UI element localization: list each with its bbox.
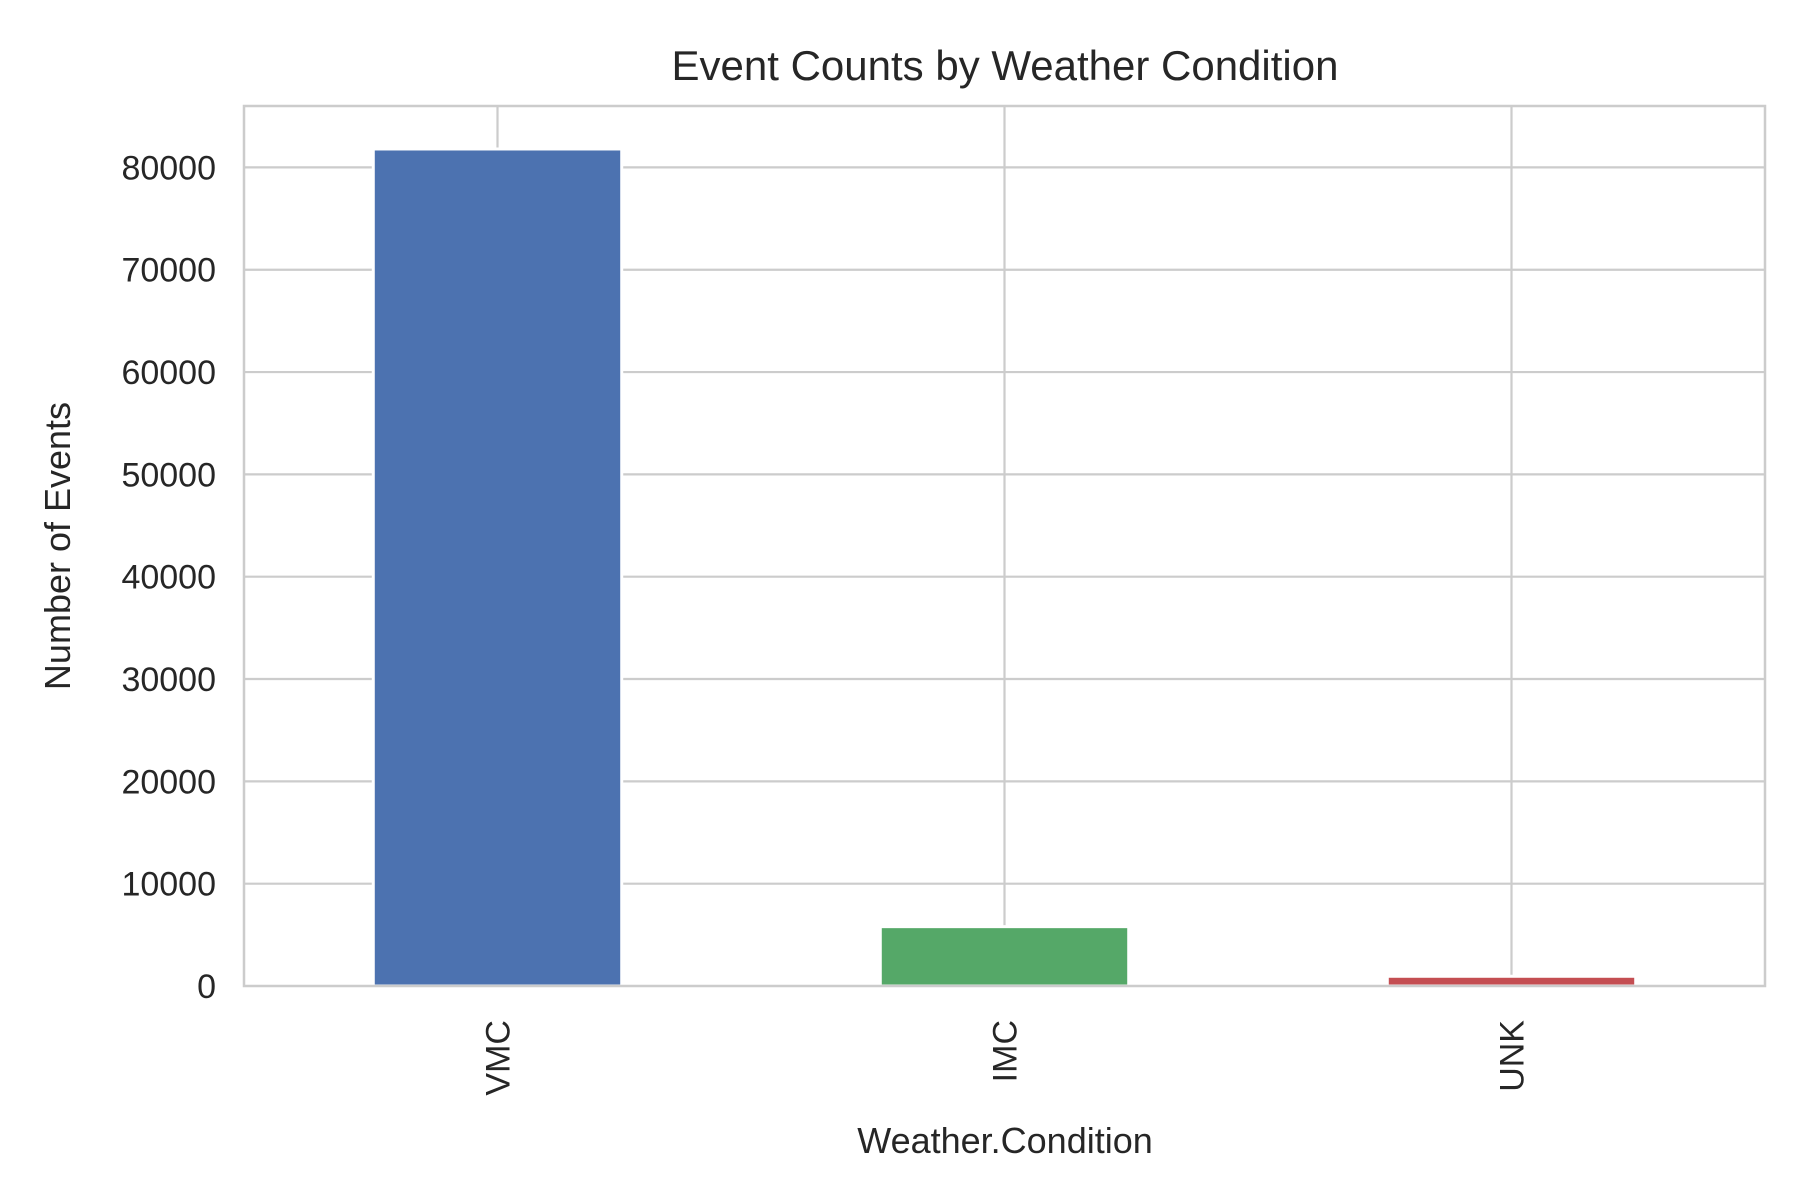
y-tick-label: 10000 xyxy=(121,866,216,904)
y-tick-label: 80000 xyxy=(121,149,216,187)
x-tick-label: VMC xyxy=(480,1020,518,1096)
x-tick-labels: VMC IMC UNK xyxy=(480,1020,1532,1096)
x-tick-label: UNK xyxy=(1494,1020,1532,1092)
y-tick-label: 60000 xyxy=(121,354,216,392)
y-tick-label: 70000 xyxy=(121,252,216,290)
bar-imc xyxy=(878,925,1131,988)
x-axis-label: Weather.Condition xyxy=(857,1120,1153,1161)
bar-vmc xyxy=(371,147,624,988)
bar-unk xyxy=(1385,974,1638,988)
y-axis-label: Number of Events xyxy=(37,402,78,690)
y-tick-label: 50000 xyxy=(121,456,216,494)
y-tick-label: 40000 xyxy=(121,559,216,597)
y-tick-label: 30000 xyxy=(121,661,216,699)
y-tick-label: 0 xyxy=(197,968,216,1006)
bars xyxy=(371,147,1638,988)
x-tick-label: IMC xyxy=(987,1020,1025,1082)
plot-frame xyxy=(242,104,1767,988)
chart-title: Event Counts by Weather Condition xyxy=(672,42,1339,89)
y-tick-label: 20000 xyxy=(121,763,216,801)
y-tick-labels: 0 10000 20000 30000 40000 50000 60000 70000 8000… xyxy=(121,149,216,1006)
